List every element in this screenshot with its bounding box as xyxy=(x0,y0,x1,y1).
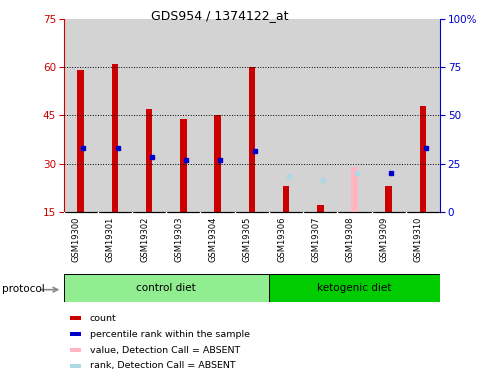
Bar xyxy=(98,19,132,212)
Text: GSM19303: GSM19303 xyxy=(174,217,183,262)
Bar xyxy=(268,274,439,302)
Bar xyxy=(70,316,81,320)
Text: GSM19300: GSM19300 xyxy=(72,217,81,262)
Bar xyxy=(70,364,81,368)
Bar xyxy=(337,19,371,212)
Bar xyxy=(63,19,98,212)
Bar xyxy=(77,70,84,212)
Bar xyxy=(405,19,439,212)
Text: protocol: protocol xyxy=(2,285,45,294)
Bar xyxy=(234,19,268,212)
Bar xyxy=(337,19,371,212)
Bar xyxy=(70,332,81,336)
Text: count: count xyxy=(90,314,116,322)
Bar xyxy=(166,19,200,212)
Bar xyxy=(200,19,234,212)
Bar xyxy=(132,19,166,212)
Bar xyxy=(316,206,323,212)
Bar xyxy=(63,274,268,302)
Text: ketogenic diet: ketogenic diet xyxy=(317,283,391,293)
Bar xyxy=(371,19,405,212)
Text: value, Detection Call = ABSENT: value, Detection Call = ABSENT xyxy=(90,345,240,354)
Text: GSM19309: GSM19309 xyxy=(379,217,388,262)
Text: GSM19310: GSM19310 xyxy=(413,217,422,262)
Bar xyxy=(248,67,255,212)
Bar xyxy=(385,186,391,212)
Bar xyxy=(350,167,357,212)
Text: control diet: control diet xyxy=(136,283,196,293)
Text: rank, Detection Call = ABSENT: rank, Detection Call = ABSENT xyxy=(90,362,235,370)
Bar xyxy=(234,19,268,212)
Bar xyxy=(419,106,426,212)
Bar xyxy=(282,186,289,212)
Text: GSM19307: GSM19307 xyxy=(311,217,320,262)
Text: GSM19306: GSM19306 xyxy=(277,217,285,262)
Bar xyxy=(98,19,132,212)
Text: GSM19304: GSM19304 xyxy=(208,217,217,262)
Bar xyxy=(166,19,200,212)
Bar xyxy=(180,118,186,212)
Bar xyxy=(405,19,439,212)
Bar xyxy=(111,64,118,212)
Text: GDS954 / 1374122_at: GDS954 / 1374122_at xyxy=(151,9,288,22)
Text: GSM19305: GSM19305 xyxy=(243,217,251,262)
Bar xyxy=(132,19,166,212)
Bar xyxy=(303,19,337,212)
Bar xyxy=(145,109,152,212)
Text: GSM19308: GSM19308 xyxy=(345,217,354,262)
Text: percentile rank within the sample: percentile rank within the sample xyxy=(90,330,249,339)
Bar xyxy=(200,19,234,212)
Bar xyxy=(214,116,221,212)
Bar xyxy=(268,19,303,212)
Bar xyxy=(63,19,98,212)
Bar xyxy=(371,19,405,212)
Bar xyxy=(303,19,337,212)
Bar xyxy=(70,348,81,352)
Text: GSM19302: GSM19302 xyxy=(140,217,149,262)
Text: GSM19301: GSM19301 xyxy=(106,217,115,262)
Bar xyxy=(268,19,303,212)
